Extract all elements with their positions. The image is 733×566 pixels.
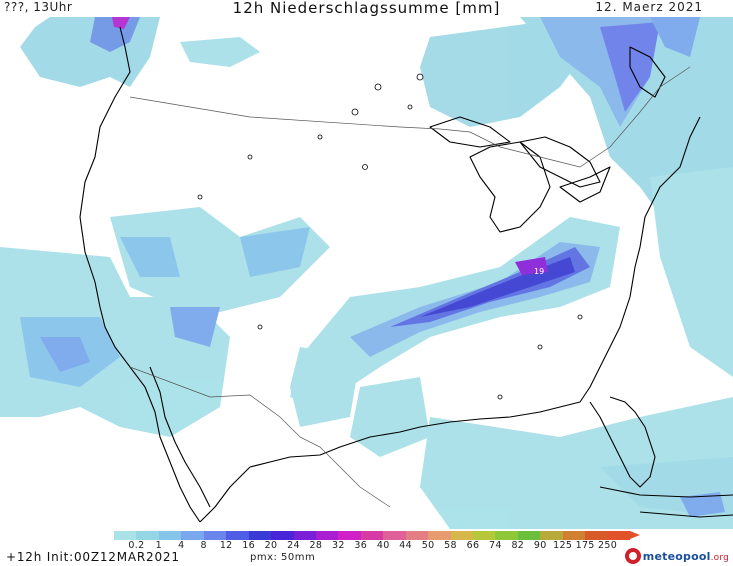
legend-swatch [360, 531, 384, 540]
legend-label: 250 [598, 540, 618, 551]
legend-swatch [248, 531, 272, 540]
legend-label: 12 [219, 540, 233, 551]
legend-label: 125 [553, 540, 573, 551]
legend-swatch [585, 531, 608, 540]
legend-label: 32 [331, 540, 345, 551]
lake-outlines [197, 73, 583, 400]
time-label: ???, 13Uhr [4, 0, 73, 14]
map-title: 12h Niederschlagssumme [mm] [232, 0, 501, 17]
init-label: +12h Init:00Z12MAR2021 [6, 550, 180, 564]
legend-swatch [271, 531, 294, 540]
legend-label: 74 [489, 540, 502, 551]
meteopool-logo[interactable]: meteopool.org [624, 546, 729, 566]
max-precip-marker: 19 [534, 267, 544, 276]
date-label: 12. Maerz 2021 [595, 0, 703, 14]
legend-swatch [607, 531, 631, 540]
legend-label: 28 [309, 540, 323, 551]
legend-label: 44 [399, 540, 412, 551]
legend-swatch [114, 531, 137, 540]
legend-label: 20 [264, 540, 278, 551]
legend-swatch [517, 531, 541, 540]
legend-colorbar [114, 531, 631, 540]
legend-label: 0.2 [128, 540, 145, 551]
pmx-label: pmx: 50mm [250, 552, 316, 563]
legend-swatch [473, 531, 496, 540]
legend-label: 82 [511, 540, 525, 551]
legend-swatch [495, 531, 518, 540]
legend-swatch [136, 531, 159, 540]
coastlines [79, 26, 733, 523]
legend-labels: 0.2 1 4 8 12 16 20 24 28 32 36 40 44 50 58 66 74 82 90 125 1… [114, 540, 644, 552]
precipitation-map: 19 [0, 17, 733, 529]
legend-swatch [450, 531, 473, 540]
legend-swatch [293, 531, 316, 540]
legend-label: 1 [155, 540, 163, 551]
legend-swatch [203, 531, 227, 540]
legend-swatch [540, 531, 563, 540]
legend-label: 8 [200, 540, 207, 551]
legend-swatch [181, 531, 204, 540]
colorbar-overflow-arrow [630, 531, 640, 539]
legend-label: 24 [287, 540, 300, 551]
legend-swatch [383, 531, 406, 540]
logo-tld: .org [710, 552, 729, 563]
legend-label: 90 [533, 540, 547, 551]
legend-swatch [338, 531, 361, 540]
legend-swatch [226, 531, 249, 540]
legend-swatch [405, 531, 429, 540]
legend-swatch [562, 531, 586, 540]
legend-swatch [158, 531, 182, 540]
legend-label: 66 [466, 540, 480, 551]
meteopool-logo-icon [624, 548, 641, 564]
legend-swatch [315, 531, 339, 540]
precipitation-field [0, 17, 733, 529]
legend-label: 58 [444, 540, 457, 551]
legend-label: 36 [354, 540, 368, 551]
legend-label: 175 [575, 540, 595, 551]
logo-text: meteopool.org [643, 550, 729, 563]
borders [129, 66, 691, 508]
logo-name: meteopool [642, 549, 711, 563]
legend-label: 4 [178, 540, 185, 551]
legend-label: 50 [421, 540, 435, 551]
legend-label: 40 [376, 540, 390, 551]
legend-label: 16 [242, 540, 255, 551]
legend-swatch [428, 531, 451, 540]
